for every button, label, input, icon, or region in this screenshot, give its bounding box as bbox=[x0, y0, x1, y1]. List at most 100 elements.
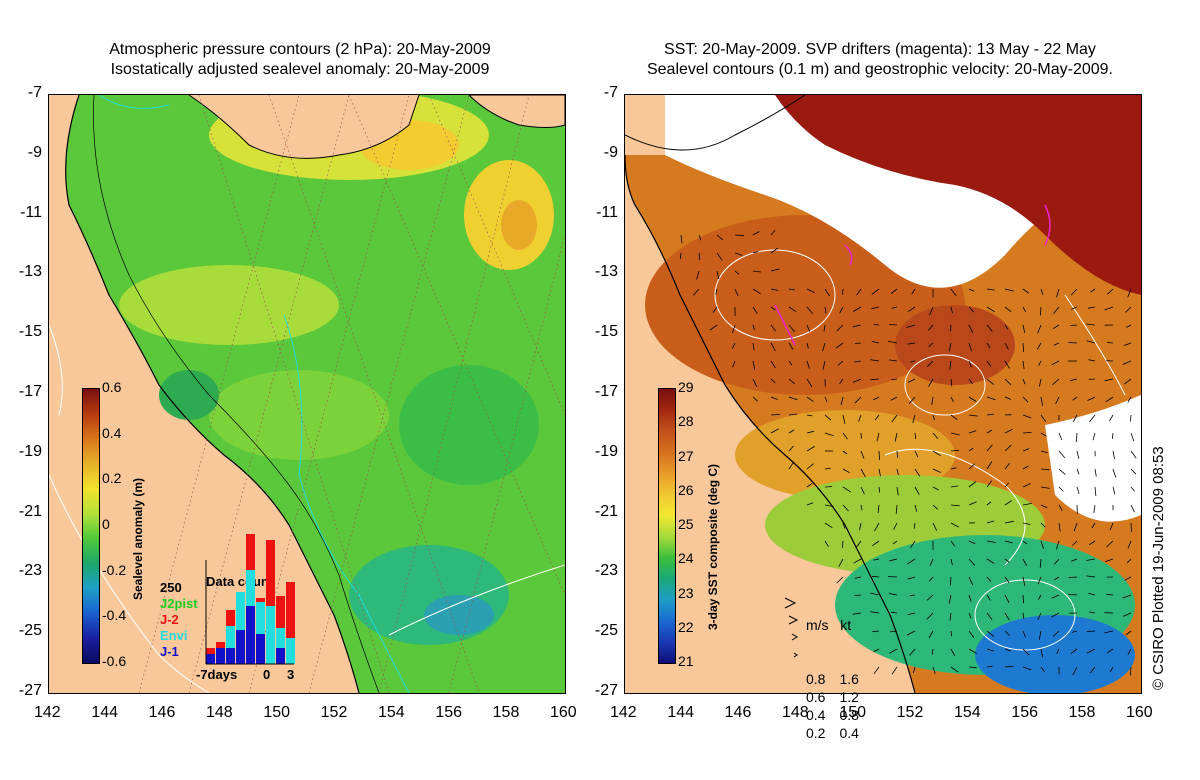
velocity-arrow bbox=[1094, 486, 1097, 496]
velocity-arrow bbox=[1037, 612, 1042, 620]
velocity-arrow bbox=[986, 480, 993, 488]
geostrophic-velocity-arrows bbox=[679, 229, 1137, 676]
lon-tick-left: 152 bbox=[320, 704, 348, 721]
velocity-arrow bbox=[806, 306, 814, 315]
velocity-arrow bbox=[836, 576, 844, 584]
velocity-arrow bbox=[891, 414, 898, 423]
velocity-arrow bbox=[839, 306, 844, 314]
velocity-arrow bbox=[806, 342, 809, 349]
velocity-arrow bbox=[986, 429, 993, 434]
velocity-arrow bbox=[734, 288, 739, 297]
legend-arrow-0-8 bbox=[784, 597, 797, 609]
velocity-arrow bbox=[835, 342, 844, 349]
velocity-arrow bbox=[1072, 666, 1078, 676]
velocity-arrow bbox=[907, 576, 916, 580]
velocity-arrow bbox=[842, 450, 848, 455]
velocity-arrow bbox=[1038, 360, 1042, 366]
sla-low-coast bbox=[159, 370, 219, 420]
velocity-arrow bbox=[968, 342, 972, 352]
velocity-arrow bbox=[968, 501, 977, 506]
velocity-arrow bbox=[1004, 666, 1014, 668]
velocity-arrow bbox=[1106, 540, 1114, 548]
velocity-arrow bbox=[1130, 522, 1132, 533]
velocity-arrow bbox=[788, 342, 794, 350]
velocity-arrow bbox=[986, 520, 995, 524]
velocity-arrow bbox=[1125, 630, 1132, 636]
velocity-arrow bbox=[1004, 378, 1012, 386]
velocity-arrow bbox=[1058, 468, 1066, 475]
velocity-arrow bbox=[1112, 450, 1115, 460]
velocity-arrow bbox=[896, 486, 899, 496]
sat-j2: J-2 bbox=[160, 612, 179, 627]
velocity-arrow bbox=[680, 234, 683, 244]
velocity-arrow bbox=[1127, 288, 1132, 298]
velocity-arrow bbox=[986, 342, 991, 349]
velocity-arrow bbox=[986, 413, 994, 416]
velocity-arrow bbox=[1086, 630, 1096, 632]
velocity-arrow bbox=[823, 324, 826, 332]
velocity-arrow bbox=[732, 342, 736, 349]
velocity-arrow bbox=[770, 413, 780, 416]
velocity-arrow bbox=[1058, 486, 1064, 492]
left-map-title: Atmospheric pressure contours (2 hPa): 2… bbox=[40, 40, 560, 80]
velocity-arrow bbox=[950, 666, 959, 673]
velocity-arrow bbox=[1004, 594, 1010, 604]
velocity-arrow bbox=[1130, 468, 1137, 475]
velocity-arrow bbox=[839, 378, 844, 385]
island-northeast bbox=[468, 95, 565, 128]
velocity-arrow bbox=[1040, 486, 1050, 489]
velocity-arrow bbox=[928, 378, 934, 387]
sst-map-svg bbox=[625, 95, 1141, 693]
velocity-arrow bbox=[1022, 594, 1024, 604]
lon-tick-left: 146 bbox=[148, 704, 176, 721]
velocity-arrow bbox=[1092, 432, 1096, 441]
velocity-arrow bbox=[873, 558, 880, 561]
velocity-arrow bbox=[914, 468, 921, 477]
velocity-arrow bbox=[1109, 666, 1114, 673]
velocity-arrow bbox=[1112, 468, 1117, 478]
velocity-ms: 0.8 bbox=[806, 671, 826, 687]
velocity-arrow bbox=[986, 324, 993, 332]
velocity-arrow bbox=[986, 306, 995, 313]
velocity-arrow bbox=[1022, 666, 1032, 671]
velocity-arrow bbox=[1072, 540, 1078, 546]
velocity-arrow bbox=[770, 268, 780, 272]
lon-tick-right: 152 bbox=[896, 704, 924, 721]
lon-tick-right: 156 bbox=[1011, 704, 1039, 721]
velocity-arrow bbox=[824, 414, 832, 421]
velocity-arrow bbox=[824, 288, 830, 297]
velocity-arrow bbox=[950, 306, 953, 314]
velocity-arrow bbox=[891, 666, 898, 675]
velocity-arrow bbox=[1022, 558, 1028, 566]
lat-tick-right: -17 bbox=[594, 383, 618, 400]
velocity-arrow bbox=[929, 576, 934, 582]
velocity-arrow bbox=[696, 270, 700, 280]
velocity-arrow bbox=[824, 306, 827, 314]
velocity-arrow bbox=[855, 540, 862, 549]
velocity-arrow bbox=[806, 414, 813, 417]
drifter-track-1 bbox=[774, 304, 796, 346]
velocity-arrow bbox=[1069, 378, 1078, 382]
velocity-arrow bbox=[1086, 575, 1096, 578]
lat-tick-left: -11 bbox=[20, 203, 42, 221]
velocity-arrow bbox=[874, 414, 880, 421]
velocity-arrow bbox=[968, 481, 977, 488]
drifter-track-3 bbox=[844, 244, 853, 266]
velocity-arrow bbox=[806, 360, 810, 369]
velocity-arrow bbox=[1004, 576, 1010, 584]
velocity-arrow bbox=[752, 324, 755, 331]
papua-coast bbox=[625, 95, 806, 151]
velocity-arrow bbox=[1022, 432, 1032, 434]
velocity-arrow bbox=[1040, 666, 1046, 673]
sst-colorbar-tick: 26 bbox=[678, 481, 694, 498]
velocity-arrow bbox=[968, 414, 978, 417]
velocity-arrow bbox=[1070, 324, 1078, 326]
velocity-arrow bbox=[968, 306, 975, 313]
coastline bbox=[65, 95, 360, 693]
velocity-arrow bbox=[910, 360, 916, 363]
velocity-arrow bbox=[889, 324, 898, 326]
velocity-arrow bbox=[1022, 576, 1026, 586]
velocity-arrow bbox=[1037, 324, 1042, 334]
velocity-arrow bbox=[1130, 414, 1132, 422]
lon-tick-right: 160 bbox=[1126, 704, 1153, 721]
